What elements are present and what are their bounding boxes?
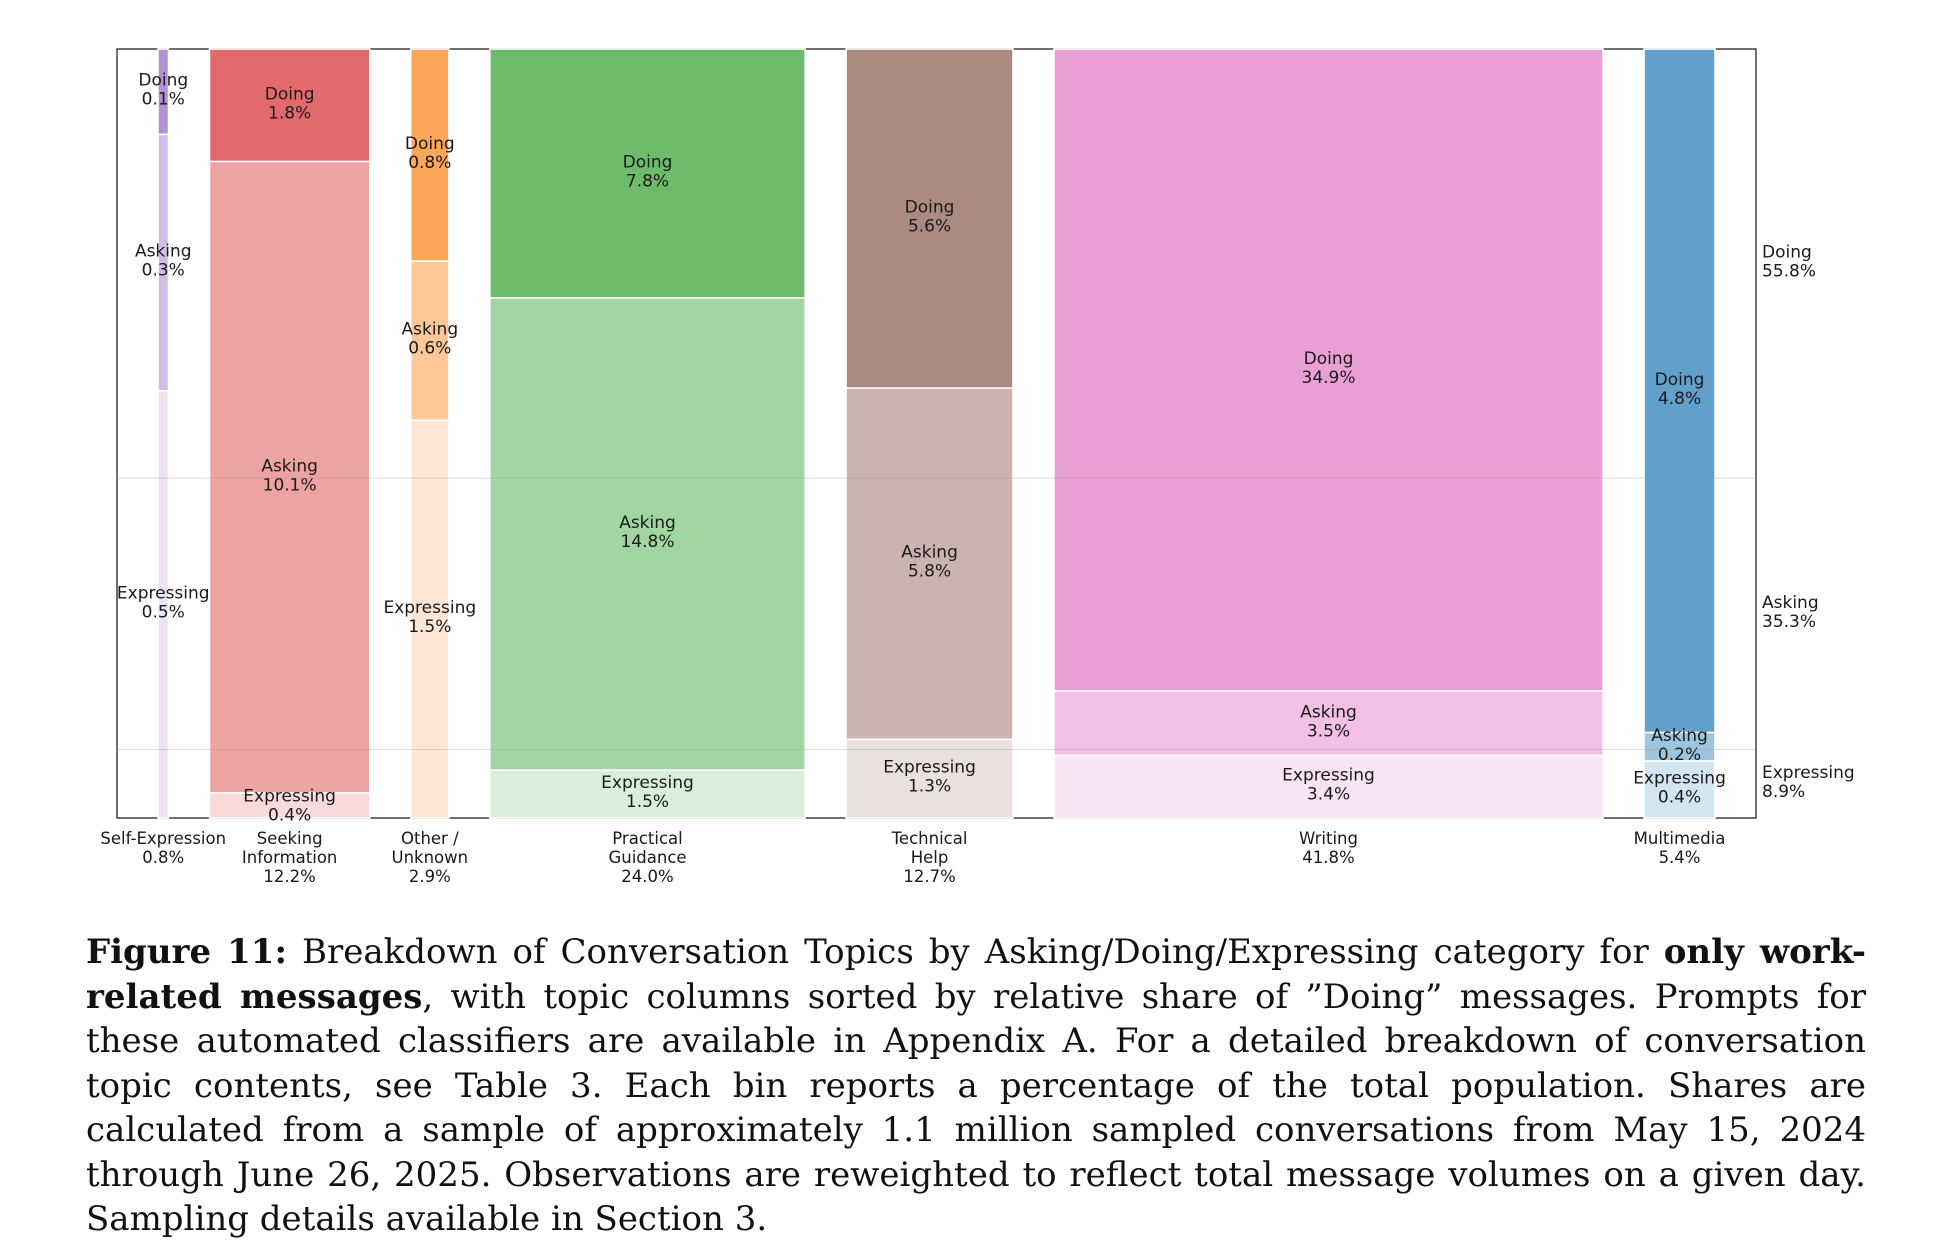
axis-label-technical-help: Technical Help 12.7%	[891, 829, 968, 886]
segment-seeking-information-asking	[208, 160, 371, 794]
segment-multimedia-expressing	[1643, 760, 1716, 819]
segment-label-writing-asking: Asking 3.5%	[1300, 702, 1357, 741]
segment-label-multimedia-doing: Doing 4.8%	[1655, 370, 1705, 409]
overall-share-labels: Doing 55.8% Asking 35.3% Expressing 8.9%	[1762, 243, 1855, 802]
segment-multimedia-doing	[1643, 48, 1716, 734]
segment-other-unknown-doing	[410, 48, 450, 262]
segment-label-self-expression-doing: Doing 0.1%	[138, 71, 188, 110]
segment-technical-help-doing	[845, 48, 1014, 389]
axis-label-other-unknown: Other / Unknown 2.9%	[392, 829, 469, 886]
segment-label-technical-help-doing: Doing 5.6%	[905, 198, 955, 237]
axis-label-writing: Writing 41.8%	[1299, 829, 1358, 867]
segment-technical-help-asking	[845, 387, 1014, 741]
segment-label-practical-guidance-asking: Asking 14.8%	[619, 513, 676, 552]
segment-seeking-information-doing	[208, 48, 371, 163]
segment-label-self-expression-expressing: Expressing 0.5%	[117, 583, 210, 622]
caption-text-2: , with topic columns sorted by relative …	[86, 976, 1867, 1240]
segment-label-other-unknown-doing: Doing 0.8%	[405, 134, 455, 173]
segment-writing-doing	[1053, 48, 1604, 692]
segment-label-self-expression-asking: Asking 0.3%	[135, 242, 192, 281]
column-practical-guidance: Doing 7.8% Asking 14.8% Expressing 1.5%	[489, 48, 806, 819]
segment-writing-expressing	[1053, 754, 1604, 819]
segment-label-seeking-information-expressing: Expressing 0.4%	[243, 786, 336, 825]
plot-area: Doing 0.1%Asking 0.3%Expressing 0.5%Doing 1.…	[116, 48, 1757, 825]
axis-label-multimedia: Multimedia 5.4%	[1634, 829, 1726, 867]
segment-writing-asking	[1053, 690, 1604, 757]
segment-label-seeking-information-asking: Asking 10.1%	[261, 456, 318, 495]
segment-label-writing-doing: Doing 34.9%	[1302, 349, 1356, 388]
segment-label-other-unknown-asking: Asking 0.6%	[402, 320, 459, 359]
segment-other-unknown-expressing	[410, 419, 450, 819]
column-multimedia: Doing 4.8% Asking 0.2% Expressing 0.4%	[1633, 48, 1726, 819]
column-other-unknown: Doing 0.8% Asking 0.6% Expressing 1.5%	[383, 48, 476, 819]
caption-bold-text: only work-related messages	[86, 932, 1867, 1017]
column-writing: Doing 34.9% Asking 3.5% Expressing 3.4%	[1053, 48, 1604, 819]
segment-label-seeking-information-doing: Doing 1.8%	[265, 84, 315, 123]
overall-label-asking: Asking 35.3%	[1762, 593, 1819, 632]
segment-practical-guidance-expressing	[489, 769, 806, 819]
caption-text-1: Breakdown of Conversation Topics by Aski…	[287, 932, 1664, 972]
column-self-expression: Doing 0.1% Asking 0.3% Expressing 0.5%	[117, 48, 210, 819]
segment-label-technical-help-expressing: Expressing 1.3%	[883, 758, 976, 797]
x-axis-labels: Self-Expression 0.8% Seeking Information 12.…	[100, 829, 1725, 886]
segment-label-technical-help-asking: Asking 5.8%	[901, 543, 958, 582]
overall-label-expressing: Expressing 8.9%	[1762, 763, 1855, 802]
axis-label-practical-guidance: Practical Guidance 24.0%	[608, 829, 686, 886]
segment-label-multimedia-expressing: Expressing 0.4%	[1633, 769, 1726, 808]
segment-practical-guidance-asking	[489, 297, 806, 771]
column-seeking-information: Doing 1.8% Asking 10.1% Expressing 0.4%	[208, 48, 371, 825]
overall-label-doing: Doing 55.8%	[1762, 243, 1816, 282]
column-technical-help: Doing 5.6% Asking 5.8% Expressing 1.3%	[845, 48, 1014, 819]
segment-label-other-unknown-expressing: Expressing 1.5%	[383, 598, 476, 637]
segment-seeking-information-expressing	[208, 792, 371, 819]
segment-self-expression-expressing	[157, 390, 170, 819]
figure-caption: Figure 11: Breakdown of Conversation Top…	[86, 930, 1866, 1242]
axis-label-seeking-information: Seeking Information 12.2%	[242, 829, 338, 886]
axis-label-self-expression: Self-Expression 0.8%	[100, 829, 226, 867]
segment-label-writing-expressing: Expressing 3.4%	[1282, 766, 1375, 805]
segment-label-practical-guidance-expressing: Expressing 1.5%	[601, 773, 694, 812]
mosaic-chart: Doing 0.1%Asking 0.3%Expressing 0.5%Doing 1.…	[100, 48, 1855, 886]
segment-label-multimedia-asking: Asking 0.2%	[1651, 726, 1708, 765]
segment-label-practical-guidance-doing: Doing 7.8%	[623, 152, 673, 191]
segment-other-unknown-asking	[410, 260, 450, 421]
figure-label: Figure 11:	[86, 932, 287, 972]
segment-practical-guidance-doing	[489, 48, 806, 299]
segment-technical-help-expressing	[845, 738, 1014, 819]
